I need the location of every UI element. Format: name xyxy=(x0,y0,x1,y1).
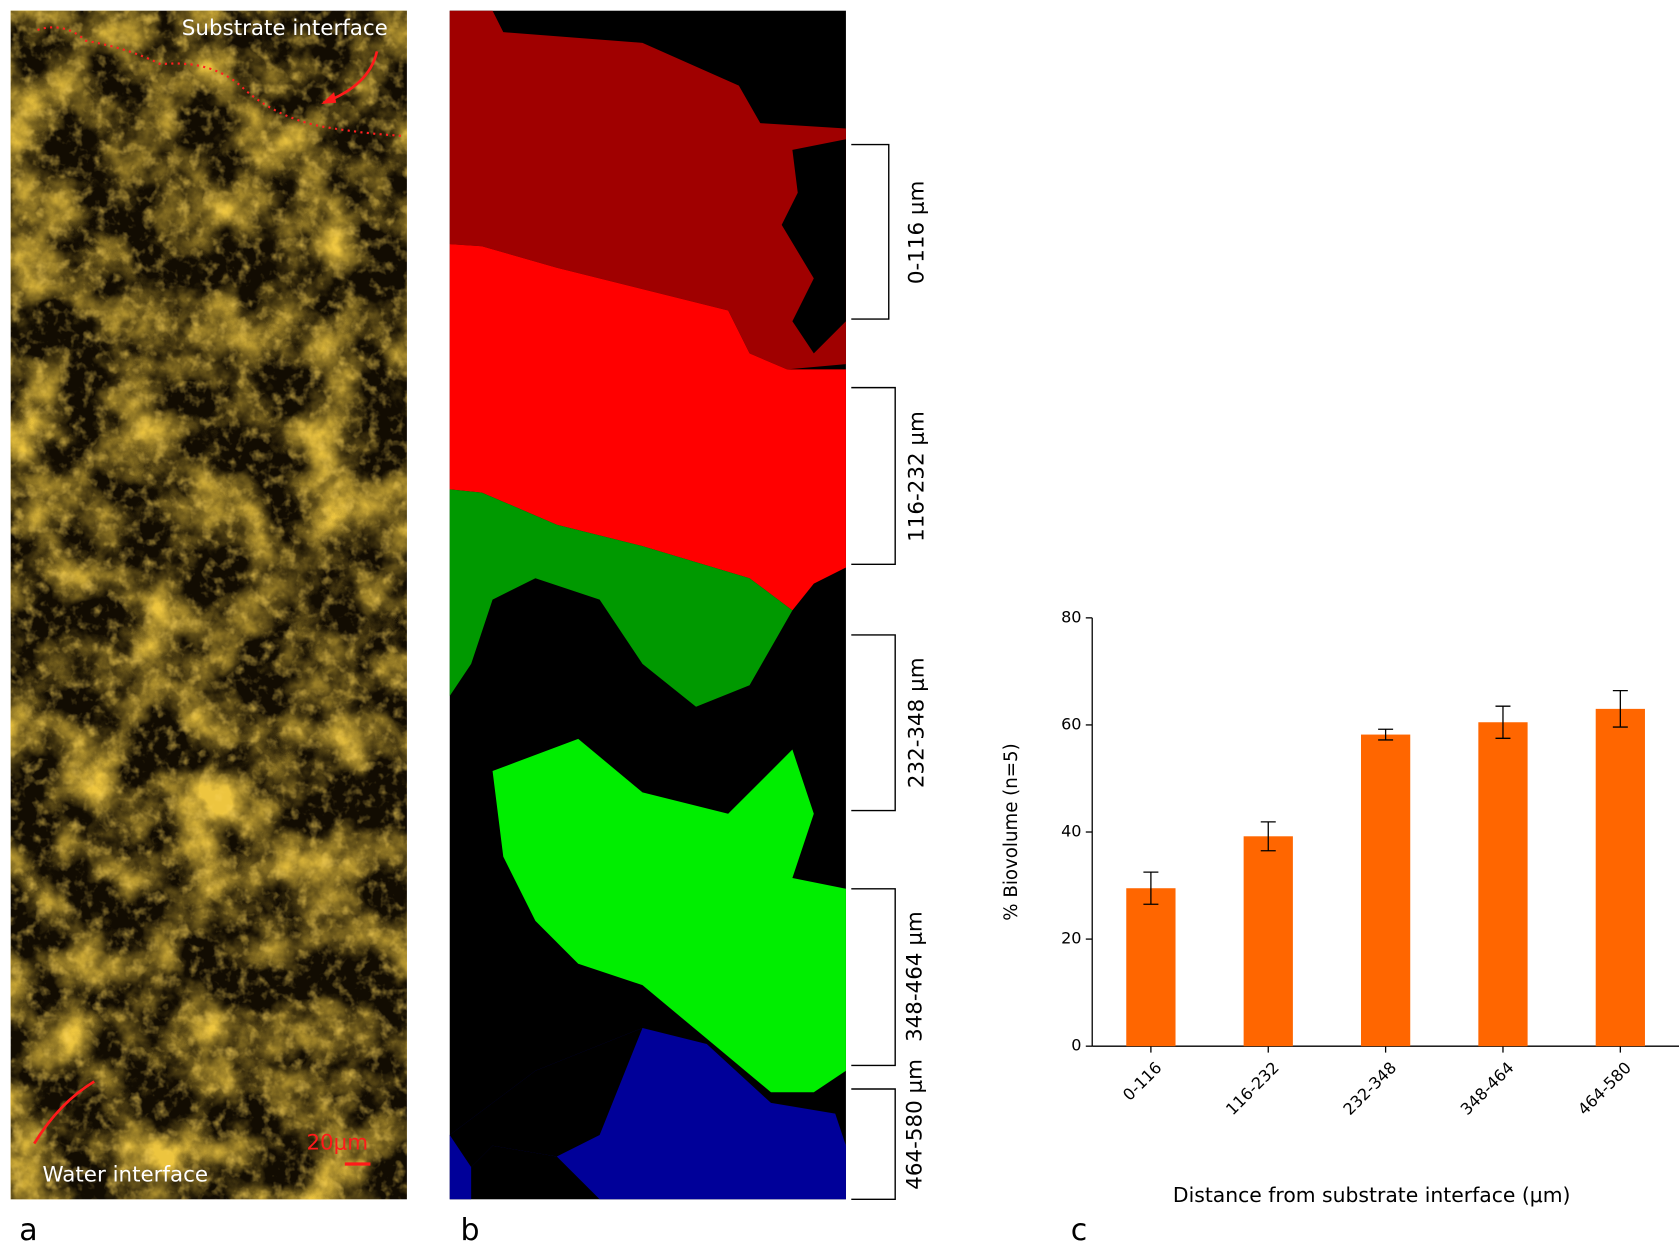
bar xyxy=(1478,722,1528,1047)
bar xyxy=(1126,888,1176,1047)
band-label: 116-232 μm xyxy=(905,411,930,542)
error-bar xyxy=(1143,871,1159,905)
region-gap xyxy=(781,139,846,354)
region xyxy=(449,489,793,707)
x-tick-label: 348-464 xyxy=(1457,1058,1518,1119)
error-bar xyxy=(1495,705,1511,739)
y-tick-label: 20 xyxy=(1061,929,1081,948)
y-tick-label: 60 xyxy=(1061,714,1081,733)
error-bar xyxy=(1612,690,1628,728)
micrograph-texture xyxy=(10,10,407,1200)
scale-label: 20μm xyxy=(306,1131,368,1156)
error-bar xyxy=(1378,728,1394,741)
x-tick-label: 0-116 xyxy=(1119,1058,1165,1104)
region xyxy=(449,10,846,370)
bar xyxy=(1360,734,1411,1047)
x-tick-label: 464-580 xyxy=(1574,1058,1635,1119)
bar xyxy=(1243,836,1293,1047)
annotation: Water interface xyxy=(43,1163,209,1188)
arrow-head xyxy=(321,92,337,104)
panel-label: b xyxy=(460,1213,479,1245)
panel-label: c xyxy=(1071,1213,1087,1245)
region-gap xyxy=(449,1027,643,1168)
interface-line xyxy=(37,26,405,138)
y-tick-label: 40 xyxy=(1061,822,1081,841)
x-tick-label: 232-348 xyxy=(1339,1058,1400,1119)
region xyxy=(492,738,846,1093)
figure-body: Substrate interface Water interface 20μm… xyxy=(10,10,1679,1245)
bar xyxy=(1595,708,1645,1047)
band-label: 464-580 μm xyxy=(903,1059,928,1190)
x-axis-label: Distance from substrate interface (μm) xyxy=(1173,1183,1571,1207)
band-label: 232-348 μm xyxy=(905,657,930,788)
interface-marker xyxy=(33,1080,95,1145)
panel-label: a xyxy=(19,1213,37,1245)
region xyxy=(449,244,846,611)
band-label: 0-116 μm xyxy=(905,181,930,284)
region xyxy=(642,920,707,964)
y-tick-label: 80 xyxy=(1061,607,1081,626)
y-axis-label: % Biovolume (n=5) xyxy=(1001,743,1022,920)
band-label: 348-464 μm xyxy=(903,911,928,1042)
annotation: Substrate interface xyxy=(182,16,388,41)
x-tick-label: 116-232 xyxy=(1222,1058,1283,1119)
band-brackets xyxy=(851,143,896,1200)
y-tick-label: 0 xyxy=(1071,1036,1081,1055)
error-bar xyxy=(1260,821,1276,852)
